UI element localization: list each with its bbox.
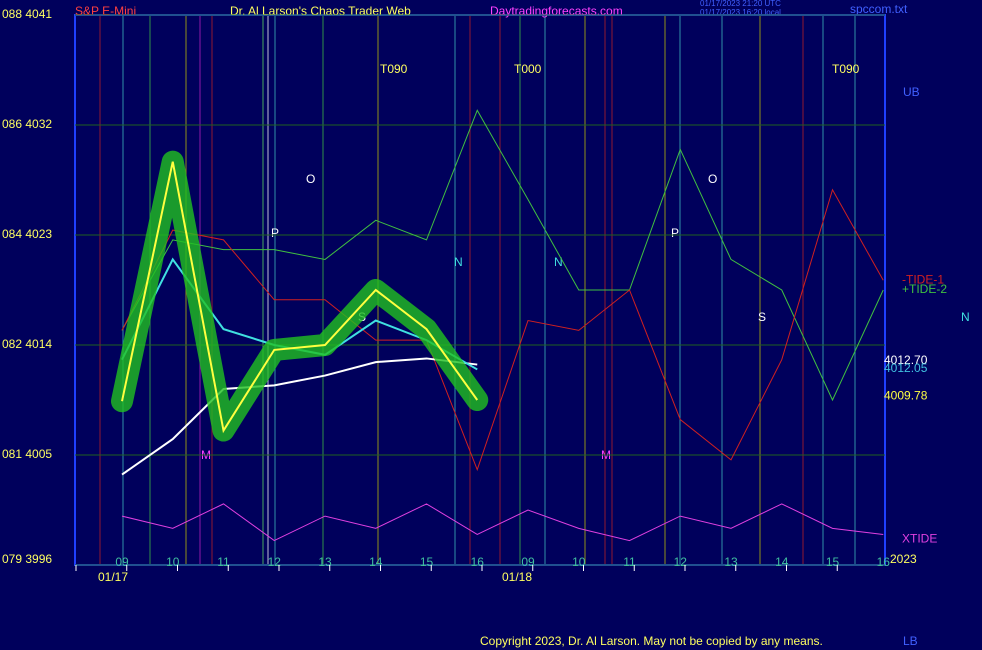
x-tick-label: 15 (826, 555, 840, 569)
x-tick-label: 09 (521, 555, 535, 569)
series-line (121, 161, 479, 434)
file-name: spccom.txt (850, 2, 908, 16)
annotation: T000 (514, 62, 542, 76)
y-tick-label: 082 4014 (2, 337, 52, 351)
price-label: 4012.70 (884, 353, 928, 367)
series-line (121, 109, 884, 402)
legend-entry: XTIDE (902, 532, 937, 546)
y-tick-label: 079 3996 (2, 552, 52, 566)
y-tick-label: 086 4032 (2, 117, 52, 131)
band-label: UB (903, 85, 920, 99)
x-tick-label: 16 (877, 555, 891, 569)
x-tick-label: 14 (369, 555, 383, 569)
x-tick-label: 12 (674, 555, 688, 569)
series-line (121, 357, 478, 476)
x-tick-label: 15 (420, 555, 434, 569)
x-tick-label: 13 (724, 555, 738, 569)
x-tick-label: 10 (572, 555, 586, 569)
date-label: 01/17 (98, 570, 128, 584)
x-tick-label: 16 (471, 555, 485, 569)
copyright: Copyright 2023, Dr. Al Larson. May not b… (480, 634, 823, 648)
y-tick-label: 081 4005 (2, 447, 52, 461)
series-line (121, 188, 884, 472)
chart-title: Dr. Al Larson's Chaos Trader Web (230, 4, 411, 18)
date-label: 01/18 (502, 570, 532, 584)
y-tick-label: 084 4023 (2, 227, 52, 241)
series-line (121, 503, 884, 542)
annotation: N (454, 255, 463, 269)
x-tick-label: 12 (268, 555, 282, 569)
price-label: 4012.05 (884, 361, 928, 375)
annotation: P (271, 226, 279, 240)
y-tick-label: 088 4041 (2, 7, 52, 21)
site: Daytradingforecasts.com (490, 4, 623, 18)
timestamp: 01/17/2023 16:20 local (700, 8, 781, 17)
x-tick-label: 09 (115, 555, 129, 569)
annotation: T090 (380, 62, 408, 76)
band-label: LB (903, 634, 918, 648)
x-tick-label: 10 (166, 555, 180, 569)
year: 2023 (890, 552, 917, 566)
x-tick-label: 14 (775, 555, 789, 569)
x-tick-label: 11 (217, 555, 230, 569)
legend-entry: -TIDE-1 (902, 272, 944, 286)
annotation: N (961, 310, 970, 324)
annotation: O (708, 172, 717, 186)
legend-entry: +TIDE-2 (902, 282, 947, 296)
x-tick-label: 11 (623, 555, 636, 569)
annotation: T090 (832, 62, 860, 76)
annotation: O (306, 172, 315, 186)
annotation: S (758, 310, 766, 324)
price-label: 4009.78 (884, 389, 928, 403)
x-tick-label: 13 (318, 555, 332, 569)
instrument: S&P E-Mini (75, 4, 136, 18)
annotation: N (554, 255, 563, 269)
timestamp: 01/17/2023 21:20 UTC (700, 0, 781, 8)
annotation: P (671, 226, 679, 240)
